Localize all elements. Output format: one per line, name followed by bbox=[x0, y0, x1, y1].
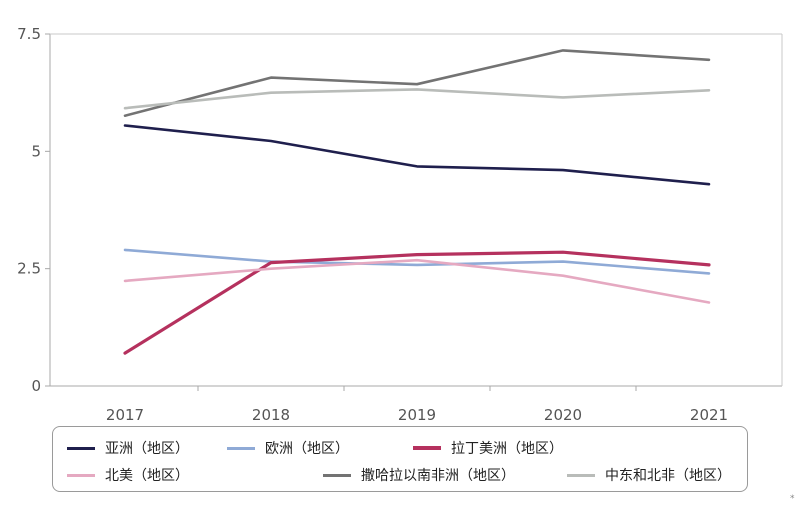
chart-axes bbox=[49, 33, 783, 387]
legend-swatch bbox=[67, 473, 95, 477]
legend-item: 撒哈拉以南非洲（地区） bbox=[323, 464, 515, 486]
y-tick-label: 2.5 bbox=[17, 260, 41, 278]
legend-label: 亚洲（地区） bbox=[105, 441, 189, 457]
corner-mark: * bbox=[790, 494, 795, 504]
legend-swatch bbox=[67, 446, 95, 450]
y-tick-label: 0 bbox=[31, 377, 41, 395]
y-axis-ticks: 0 2.5 5 7.5 bbox=[17, 25, 50, 395]
x-axis-ticks: 2017 2018 2019 2020 2021 bbox=[106, 386, 728, 424]
legend-label: 撒哈拉以南非洲（地区） bbox=[361, 468, 515, 484]
series-line-0 bbox=[123, 124, 711, 186]
legend-label: 中东和北非（地区） bbox=[605, 468, 731, 484]
series-line-5 bbox=[123, 88, 711, 110]
y-tick-label: 5 bbox=[31, 142, 41, 160]
chart-legend: 亚洲（地区） 欧洲（地区） 拉丁美洲（地区） 北美（地区） 撒哈拉以南非洲（地区） 中东和… bbox=[52, 426, 748, 492]
legend-item: 拉丁美洲（地区） bbox=[413, 437, 563, 459]
legend-label: 欧洲（地区） bbox=[265, 441, 349, 457]
y-tick-label: 7.5 bbox=[17, 25, 41, 43]
legend-item: 北美（地区） bbox=[67, 464, 189, 486]
x-tick-label: 2019 bbox=[398, 406, 436, 424]
series-line-3 bbox=[123, 258, 711, 304]
series-line-4 bbox=[123, 49, 711, 117]
series-line-1 bbox=[123, 248, 711, 275]
series-lines bbox=[123, 49, 711, 355]
x-tick-label: 2017 bbox=[106, 406, 144, 424]
legend-item: 中东和北非（地区） bbox=[567, 464, 731, 486]
legend-swatch bbox=[227, 446, 255, 450]
legend-swatch bbox=[413, 446, 441, 450]
x-tick-label: 2021 bbox=[690, 406, 728, 424]
legend-swatch bbox=[323, 473, 351, 477]
x-tick-label: 2018 bbox=[252, 406, 290, 424]
legend-swatch bbox=[567, 473, 595, 477]
legend-item: 欧洲（地区） bbox=[227, 437, 349, 459]
legend-label: 北美（地区） bbox=[105, 468, 189, 484]
legend-label: 拉丁美洲（地区） bbox=[451, 441, 563, 457]
x-tick-label: 2020 bbox=[544, 406, 582, 424]
legend-item: 亚洲（地区） bbox=[67, 437, 189, 459]
series-line-2 bbox=[123, 250, 711, 355]
